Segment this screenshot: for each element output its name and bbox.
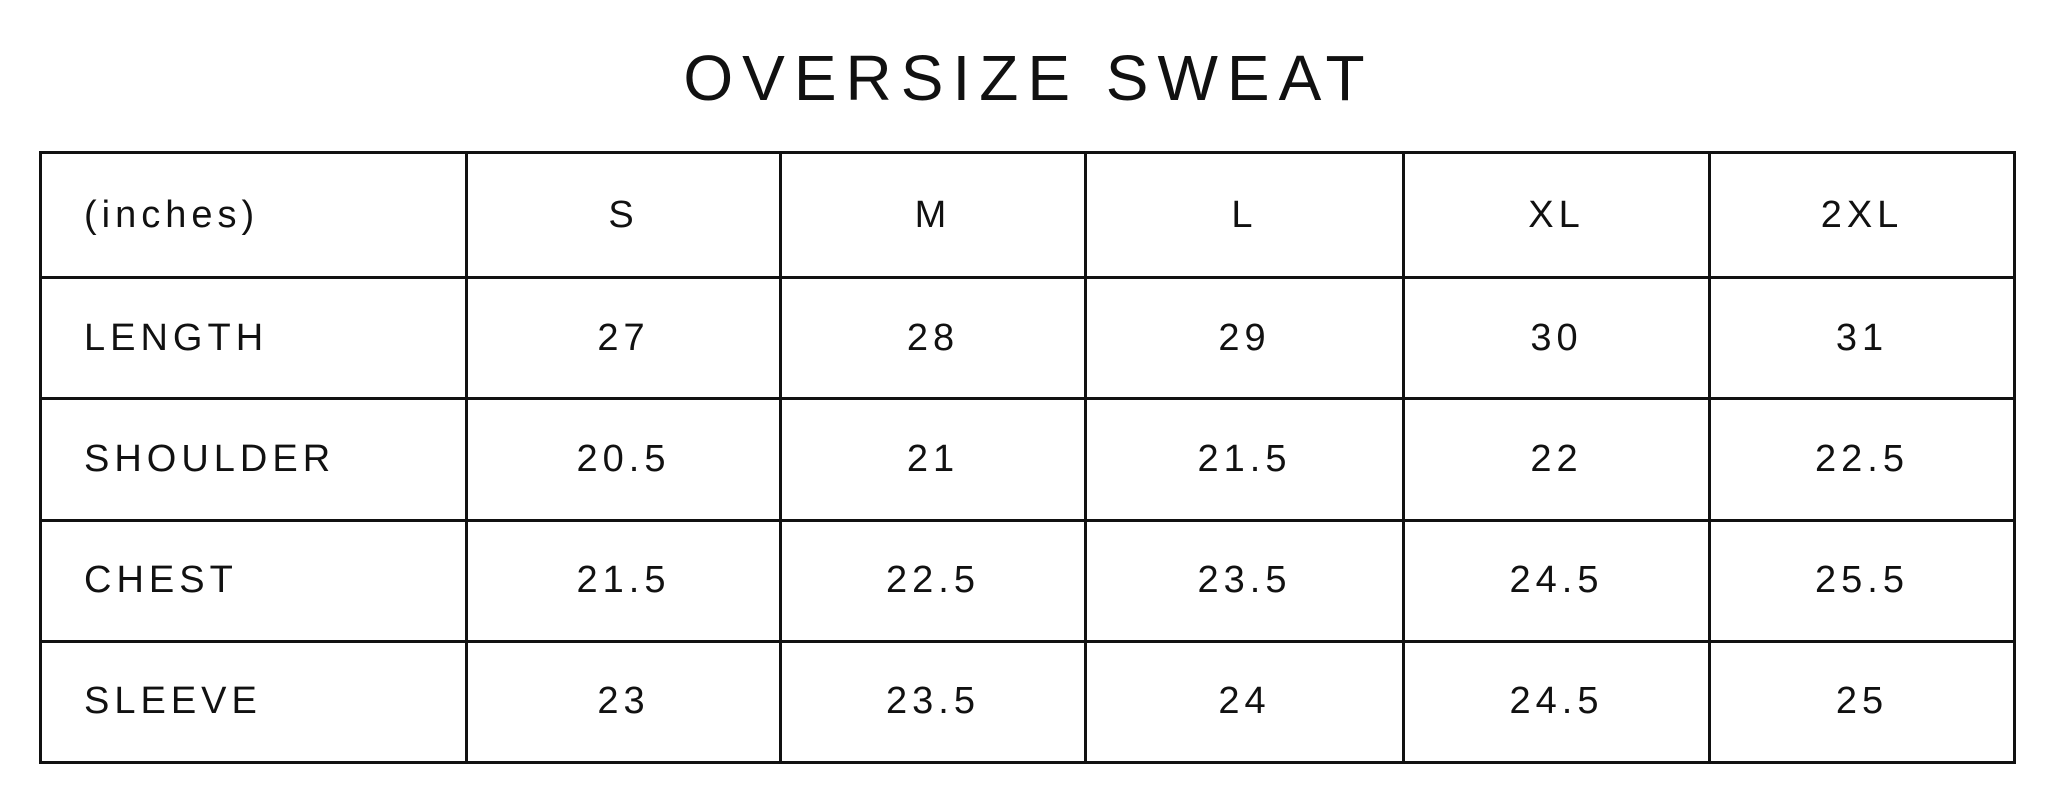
table-cell: 25	[1708, 639, 2016, 765]
table-cell: 29	[1084, 276, 1405, 401]
page-title: OVERSIZE SWEAT	[683, 42, 1374, 114]
table-cell: 21.5	[1084, 397, 1405, 522]
table-cell: 31	[1708, 276, 2016, 401]
size-header-2xl: 2XL	[1708, 150, 2016, 280]
table-cell: 22.5	[1708, 397, 2016, 522]
size-header-s: S	[465, 150, 782, 280]
table-cell: 22.5	[779, 518, 1087, 643]
table-cell: 24.5	[1402, 639, 1711, 765]
table-row-chest: CHEST 21.5 22.5 23.5 24.5 25.5	[39, 518, 2016, 643]
table-row-length: LENGTH 27 28 29 30 31	[39, 276, 2016, 401]
table-cell: 24	[1084, 639, 1405, 765]
table-cell: 30	[1402, 276, 1711, 401]
table-header-row: (inches) S M L XL 2XL	[39, 150, 2016, 280]
size-chart-table: (inches) S M L XL 2XL LENGTH 27 28 29 30…	[39, 150, 2016, 765]
table-cell: 21.5	[465, 518, 782, 643]
size-header-l: L	[1084, 150, 1405, 280]
table-row-sleeve: SLEEVE 23 23.5 24 24.5 25	[39, 639, 2016, 765]
table-row-shoulder: SHOULDER 20.5 21 21.5 22 22.5	[39, 397, 2016, 522]
size-header-m: M	[779, 150, 1087, 280]
table-cell: 22	[1402, 397, 1711, 522]
size-header-xl: XL	[1402, 150, 1711, 280]
unit-label: (inches)	[39, 150, 468, 280]
row-label-length: LENGTH	[39, 276, 468, 401]
row-label-chest: CHEST	[39, 518, 468, 643]
table-cell: 23	[465, 639, 782, 765]
table-cell: 23.5	[779, 639, 1087, 765]
table-cell: 23.5	[1084, 518, 1405, 643]
table-cell: 28	[779, 276, 1087, 401]
row-label-shoulder: SHOULDER	[39, 397, 468, 522]
table-cell: 27	[465, 276, 782, 401]
table-cell: 20.5	[465, 397, 782, 522]
table-cell: 21	[779, 397, 1087, 522]
table-cell: 24.5	[1402, 518, 1711, 643]
table-cell: 25.5	[1708, 518, 2016, 643]
row-label-sleeve: SLEEVE	[39, 639, 468, 765]
